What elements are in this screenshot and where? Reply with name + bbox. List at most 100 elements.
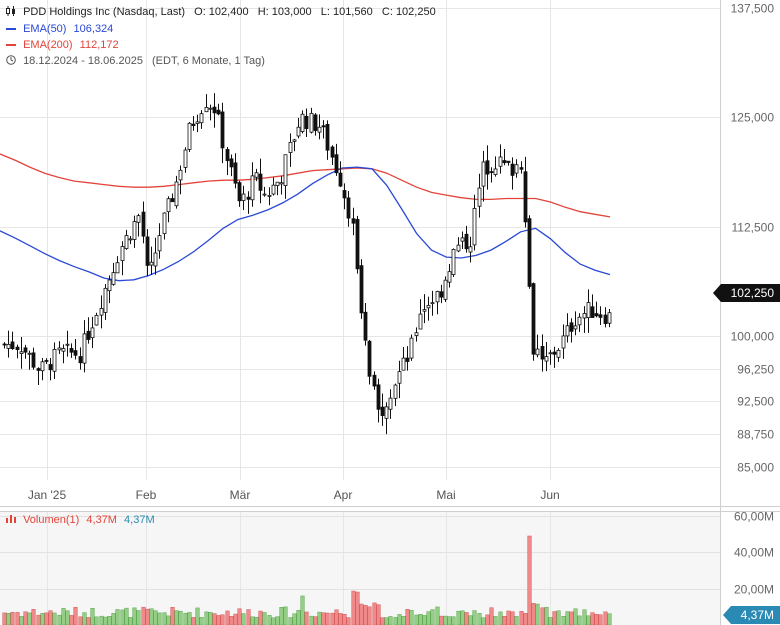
volume-bar	[376, 604, 381, 625]
volume-bar	[191, 617, 196, 625]
range-row: 18.12.2024 - 18.06.2025 (EDT, 6 Monate, …	[6, 54, 265, 68]
volume-bar	[523, 613, 528, 625]
volume-bar	[485, 614, 490, 625]
candle-body	[52, 349, 57, 372]
price-tick-label: 125,000	[731, 111, 775, 125]
candle-body	[313, 114, 318, 131]
candle-body	[405, 357, 410, 362]
candle-body	[393, 384, 398, 399]
volume-value-blue: 4,37M	[124, 514, 155, 526]
volume-bar	[292, 613, 297, 625]
volume-bar	[78, 616, 83, 625]
volume-bar	[384, 617, 389, 625]
volume-bar	[52, 612, 57, 625]
price-tick-label: 92,500	[737, 395, 774, 409]
date-range: 18.12.2024 - 18.06.2025	[23, 55, 143, 67]
volume-bar	[258, 610, 263, 625]
volume-bar	[325, 612, 330, 625]
x-tick-label: Mai	[436, 488, 455, 502]
ema50-legend: EMA(50) 106,324	[6, 22, 113, 36]
volume-bar	[246, 609, 251, 625]
volume-bar	[472, 610, 477, 625]
candle-body	[334, 154, 339, 174]
candle-body	[321, 125, 326, 128]
candle-body	[31, 352, 36, 368]
candle-body	[548, 352, 553, 355]
volume-bar	[254, 616, 259, 625]
price-tick-label: 137,500	[731, 2, 775, 16]
candle-body	[304, 115, 309, 129]
candle-body	[57, 347, 62, 351]
candle-body	[288, 141, 293, 153]
candle-body	[582, 313, 587, 319]
volume-bar	[57, 614, 62, 625]
volume-bar	[405, 609, 410, 625]
candle-body	[6, 343, 11, 349]
volume-bar	[330, 612, 335, 625]
candlestick-icon	[6, 6, 16, 16]
volume-bar	[422, 615, 427, 625]
volume-bar	[481, 617, 486, 625]
ema200-swatch	[6, 44, 16, 47]
volume-bar	[506, 610, 511, 625]
volume-value-red: 4,37M	[86, 514, 117, 526]
volume-bar	[300, 595, 305, 625]
volume-bar	[296, 610, 301, 625]
candle-body	[220, 111, 225, 149]
volume-bar	[502, 616, 507, 625]
volume-bar	[195, 607, 200, 625]
volume-bar	[157, 612, 162, 625]
candle-body	[355, 219, 360, 270]
candle-body	[351, 218, 356, 224]
candle-body	[330, 146, 335, 158]
volume-bar	[10, 612, 15, 625]
volume-legend: Volumen(1) 4,37M 4,37M	[6, 514, 155, 526]
volume-bar	[237, 608, 242, 625]
volume-bar	[435, 606, 440, 625]
candle-body	[204, 107, 209, 113]
candle-body	[485, 160, 490, 175]
volume-bar	[132, 607, 137, 625]
volume-bar	[489, 607, 494, 625]
volume-bar	[86, 617, 91, 625]
candle-body	[531, 283, 536, 355]
candle-body	[40, 361, 45, 372]
volume-bar	[556, 610, 561, 625]
volume-bar	[569, 611, 574, 625]
volume-bar	[36, 614, 41, 625]
volume-bar	[141, 606, 146, 625]
chart-title-row: PDD Holdings Inc (Nasdaq, Last) O: 102,4…	[6, 5, 436, 19]
candle-body	[451, 249, 456, 275]
candle-body	[271, 184, 276, 195]
x-tick-label: Jun	[540, 488, 559, 502]
candle-body	[178, 169, 183, 181]
candle-body	[384, 406, 389, 419]
candle-body	[258, 173, 263, 191]
volume-bar	[124, 607, 129, 625]
last-volume-tag: 4,37M	[722, 606, 780, 624]
volume-bar	[451, 616, 456, 625]
volume-bar	[199, 617, 204, 625]
candle-body	[250, 175, 255, 201]
candle-body	[124, 235, 129, 249]
volume-bar	[153, 610, 158, 625]
price-tick-label: 85,000	[737, 461, 774, 475]
volume-bar	[393, 617, 398, 625]
volume-bar	[111, 613, 116, 625]
volume-bar	[94, 616, 99, 625]
volume-bar	[170, 607, 175, 625]
volume-bar	[531, 603, 536, 625]
ema50-label: EMA(50)	[23, 23, 67, 35]
volume-bar	[262, 612, 267, 625]
candle-body	[90, 327, 95, 339]
last-price-tag: 102,250	[712, 284, 780, 302]
volume-bar	[317, 611, 322, 625]
candle-body	[338, 172, 343, 187]
volume-bar	[527, 535, 532, 625]
volume-tick-label: 60,00M	[734, 510, 774, 524]
candle-body	[418, 313, 423, 330]
candle-body	[409, 337, 414, 359]
candle-body	[283, 154, 288, 186]
volume-bar	[540, 607, 545, 625]
candle-body	[279, 182, 284, 185]
